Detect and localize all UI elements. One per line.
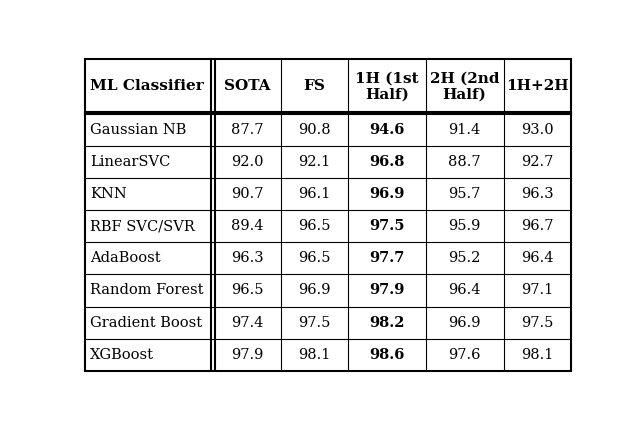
Text: RBF SVC/SVR: RBF SVC/SVR <box>90 219 195 233</box>
Text: 97.5: 97.5 <box>298 315 331 329</box>
Text: 98.1: 98.1 <box>298 348 331 362</box>
Text: 97.9: 97.9 <box>231 348 263 362</box>
Text: 92.7: 92.7 <box>521 155 554 170</box>
Text: 89.4: 89.4 <box>231 219 263 233</box>
Text: 92.1: 92.1 <box>298 155 331 170</box>
Text: 96.8: 96.8 <box>369 155 404 170</box>
Text: Random Forest: Random Forest <box>90 283 204 297</box>
Text: 97.4: 97.4 <box>231 315 263 329</box>
Text: 95.9: 95.9 <box>449 219 481 233</box>
Text: 98.2: 98.2 <box>369 315 405 329</box>
Text: 96.3: 96.3 <box>521 187 554 201</box>
Text: 96.5: 96.5 <box>298 251 331 265</box>
Text: 2H (2nd
Half): 2H (2nd Half) <box>430 71 499 101</box>
Text: 97.9: 97.9 <box>369 283 404 297</box>
Text: FS: FS <box>303 79 325 93</box>
Text: AdaBoost: AdaBoost <box>90 251 161 265</box>
Text: 96.3: 96.3 <box>230 251 263 265</box>
Text: 96.4: 96.4 <box>449 283 481 297</box>
Text: 90.7: 90.7 <box>231 187 263 201</box>
Text: KNN: KNN <box>90 187 127 201</box>
Text: 97.7: 97.7 <box>369 251 404 265</box>
Text: 97.1: 97.1 <box>521 283 554 297</box>
Text: 97.5: 97.5 <box>521 315 554 329</box>
Text: 90.8: 90.8 <box>298 124 331 137</box>
Text: 98.1: 98.1 <box>521 348 554 362</box>
Text: 95.7: 95.7 <box>449 187 481 201</box>
Text: 98.6: 98.6 <box>369 348 404 362</box>
Text: 87.7: 87.7 <box>231 124 263 137</box>
Text: 96.9: 96.9 <box>369 187 404 201</box>
Text: Gradient Boost: Gradient Boost <box>90 315 202 329</box>
Text: 96.4: 96.4 <box>521 251 554 265</box>
Text: Gaussian NB: Gaussian NB <box>90 124 186 137</box>
Text: 96.9: 96.9 <box>298 283 331 297</box>
Text: 1H (1st
Half): 1H (1st Half) <box>355 71 419 101</box>
Text: 1H+2H: 1H+2H <box>506 79 568 93</box>
Text: 96.1: 96.1 <box>298 187 331 201</box>
Text: 97.6: 97.6 <box>449 348 481 362</box>
Text: 88.7: 88.7 <box>449 155 481 170</box>
Text: ML Classifier: ML Classifier <box>90 79 204 93</box>
Text: 92.0: 92.0 <box>231 155 263 170</box>
Text: 91.4: 91.4 <box>449 124 481 137</box>
Text: 96.5: 96.5 <box>231 283 263 297</box>
Text: 96.5: 96.5 <box>298 219 331 233</box>
Text: 95.2: 95.2 <box>449 251 481 265</box>
Text: 93.0: 93.0 <box>521 124 554 137</box>
Text: SOTA: SOTA <box>224 79 270 93</box>
Text: XGBoost: XGBoost <box>90 348 154 362</box>
Text: LinearSVC: LinearSVC <box>90 155 170 170</box>
Text: 96.7: 96.7 <box>521 219 554 233</box>
Text: 96.9: 96.9 <box>449 315 481 329</box>
Text: 97.5: 97.5 <box>369 219 405 233</box>
Text: 94.6: 94.6 <box>369 124 404 137</box>
